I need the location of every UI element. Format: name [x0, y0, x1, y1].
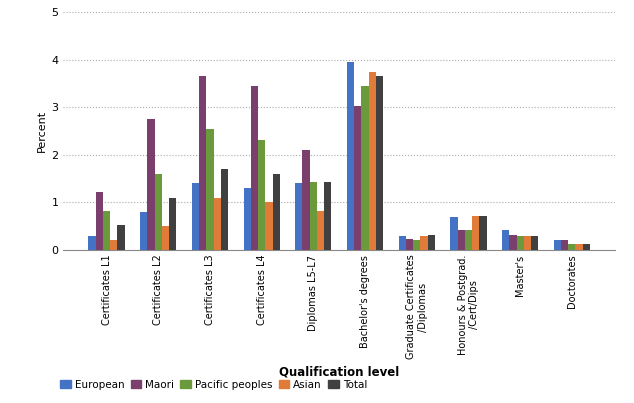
Bar [553, 240, 561, 250]
Bar [472, 216, 479, 250]
Bar [509, 235, 517, 250]
Bar [251, 86, 258, 250]
Bar [399, 236, 406, 250]
Bar [376, 76, 383, 250]
Bar [199, 76, 206, 250]
Bar [531, 236, 538, 250]
Bar [479, 216, 486, 250]
Bar [96, 192, 103, 250]
Bar [310, 182, 317, 250]
Bar [568, 244, 576, 250]
X-axis label: Qualification level: Qualification level [279, 365, 399, 378]
Bar [347, 62, 354, 250]
Bar [458, 230, 465, 250]
Bar [273, 174, 280, 250]
Bar [368, 72, 376, 250]
Bar [413, 240, 420, 250]
Bar [192, 183, 199, 250]
Bar [450, 216, 458, 250]
Bar [265, 202, 273, 250]
Bar [361, 86, 368, 250]
Bar [324, 182, 332, 250]
Bar [258, 139, 265, 250]
Bar [117, 225, 125, 250]
Y-axis label: Percent: Percent [37, 110, 48, 152]
Bar [465, 230, 472, 250]
Bar [140, 212, 147, 250]
Bar [103, 211, 110, 250]
Bar [243, 188, 251, 250]
Bar [354, 106, 361, 250]
Bar [317, 211, 324, 250]
Bar [162, 226, 169, 250]
Bar [89, 236, 96, 250]
Bar [302, 150, 310, 250]
Bar [206, 129, 214, 250]
Bar [524, 236, 531, 250]
Bar [583, 244, 590, 250]
Bar [420, 236, 427, 250]
Bar [427, 235, 435, 250]
Bar [214, 197, 221, 250]
Bar [502, 230, 509, 250]
Bar [576, 244, 583, 250]
Bar [110, 240, 117, 250]
Bar [295, 183, 302, 250]
Bar [561, 240, 568, 250]
Bar [406, 239, 413, 250]
Bar [155, 174, 162, 250]
Bar [517, 236, 524, 250]
Bar [221, 169, 228, 250]
Bar [147, 119, 155, 250]
Bar [169, 197, 176, 250]
Legend: European, Maori, Pacific peoples, Asian, Total: European, Maori, Pacific peoples, Asian,… [56, 376, 372, 394]
